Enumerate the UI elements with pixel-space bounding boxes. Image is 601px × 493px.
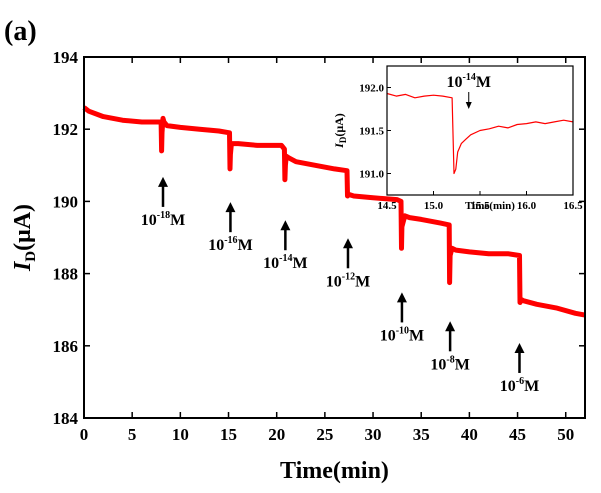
main-y-tick-label: 186 xyxy=(53,337,79,356)
main-x-tick-label: 10 xyxy=(172,425,189,444)
inset-y-axis-label: ID(μA) xyxy=(332,113,348,149)
inset-concentration-label-0: 10-14M xyxy=(447,72,491,91)
main-tick-group: 0 5 10 15 20 25 30 35 40 45 50 184 186 188 190 192 194 xyxy=(53,48,585,444)
inset-y-tick-label: 191.5 xyxy=(359,126,384,138)
main-x-tick-label: 5 xyxy=(128,425,137,444)
main-y-tick-label: 194 xyxy=(53,48,79,67)
inset-concentration-unit: M xyxy=(476,74,491,91)
concentration-arrow-head xyxy=(445,321,456,332)
inset-x-tick-label: 15.0 xyxy=(424,200,444,212)
concentration-arrow-head xyxy=(396,292,407,303)
concentration-label-3: 10-12M xyxy=(326,271,370,290)
concentration-label-2: 10-14M xyxy=(263,253,307,272)
main-x-tick-label: 40 xyxy=(461,425,478,444)
main-x-tick-label: 50 xyxy=(557,425,574,444)
main-x-tick-label: 45 xyxy=(509,425,526,444)
main-y-tick-label: 184 xyxy=(53,409,79,428)
concentration-exponent: -8 xyxy=(446,354,454,365)
inset-x-tick-label: 16.0 xyxy=(517,200,537,212)
concentration-exponent: -16 xyxy=(224,235,237,246)
concentration-exponent: -10 xyxy=(396,325,409,336)
concentration-base: 10 xyxy=(141,212,157,229)
inset-x-tick-label: 15.5 xyxy=(470,200,490,212)
inset-y-axis-label-unit: (μA) xyxy=(332,113,346,136)
main-series-group xyxy=(82,105,586,318)
concentration-label-4: 10-10M xyxy=(380,325,424,344)
concentration-unit: M xyxy=(455,356,470,373)
concentration-base: 10 xyxy=(208,237,224,254)
main-y-axis-label-symbol: I xyxy=(10,260,36,272)
concentration-base: 10 xyxy=(430,356,446,373)
main-y-tick-label: 192 xyxy=(53,120,79,139)
concentration-exponent: -14 xyxy=(279,253,292,264)
concentration-unit: M xyxy=(292,255,307,272)
inset-series-line-0 xyxy=(386,92,574,175)
main-series-line-0 xyxy=(82,105,586,318)
concentration-arrow-head xyxy=(280,220,291,231)
inset-concentration-base: 10 xyxy=(447,74,463,91)
concentration-exponent: -6 xyxy=(516,376,524,387)
concentration-label-0: 10-18M xyxy=(141,210,185,229)
main-x-axis-label: Time(min) xyxy=(280,458,389,484)
main-y-axis-label: ID(μA) xyxy=(10,204,39,272)
main-x-tick-label: 30 xyxy=(365,425,382,444)
concentration-base: 10 xyxy=(326,273,342,290)
concentration-exponent: -18 xyxy=(157,210,170,221)
concentration-arrow-head xyxy=(342,238,353,249)
inset-annotation-group: 10-14M xyxy=(447,72,491,109)
concentration-arrow-head xyxy=(225,202,236,213)
inset-concentration-exponent: -14 xyxy=(463,72,476,83)
inset-y-axis-label-subscript: D xyxy=(338,136,348,143)
panel-label: (a) xyxy=(4,16,37,47)
inset-y-tick-label: 192.0 xyxy=(359,83,384,95)
main-y-tick-label: 188 xyxy=(53,265,79,284)
main-x-tick-label: 25 xyxy=(316,425,333,444)
main-y-tick-label: 190 xyxy=(53,192,79,211)
concentration-base: 10 xyxy=(263,255,279,272)
inset-series-group xyxy=(386,92,574,175)
concentration-label-5: 10-8M xyxy=(430,354,469,373)
concentration-unit: M xyxy=(238,237,253,254)
inset-arrow-head xyxy=(465,102,472,109)
concentration-exponent: -12 xyxy=(342,271,355,282)
concentration-arrow-head xyxy=(514,342,525,353)
main-plot-frame xyxy=(83,56,586,419)
concentration-unit: M xyxy=(355,273,370,290)
inset-plot: 10-14M 14.5 15.0 15.5 16.0 16.5 191.0 191.5 192… xyxy=(332,65,583,213)
inset-x-axis-label: Time(min) xyxy=(465,200,515,212)
concentration-arrow-head xyxy=(158,176,169,187)
main-x-tick-label: 35 xyxy=(413,425,430,444)
concentration-unit: M xyxy=(524,378,539,395)
inset-y-axis-label-symbol: I xyxy=(332,142,346,149)
inset-x-tick-label: 16.5 xyxy=(563,200,583,212)
concentration-base: 10 xyxy=(500,378,516,395)
inset-y-tick-label: 191.0 xyxy=(359,169,384,181)
concentration-base: 10 xyxy=(380,327,396,344)
concentration-label-6: 10-6M xyxy=(500,376,539,395)
main-x-tick-label: 20 xyxy=(268,425,285,444)
main-x-tick-label: 0 xyxy=(80,425,89,444)
concentration-unit: M xyxy=(170,212,185,229)
main-y-axis-label-unit: (μA) xyxy=(10,204,36,251)
main-y-axis-label-subscript: D xyxy=(23,251,39,262)
main-plot: 10-18M10-16M10-14M10-12M10-10M10-8M10-6M… xyxy=(10,48,586,484)
concentration-label-1: 10-16M xyxy=(208,235,252,254)
main-x-tick-label: 15 xyxy=(220,425,237,444)
inset-x-tick-label: 14.5 xyxy=(377,200,397,212)
inset-tick-group: 14.5 15.0 15.5 16.0 16.5 191.0 191.5 192.0 xyxy=(359,83,583,213)
concentration-unit: M xyxy=(409,327,424,344)
